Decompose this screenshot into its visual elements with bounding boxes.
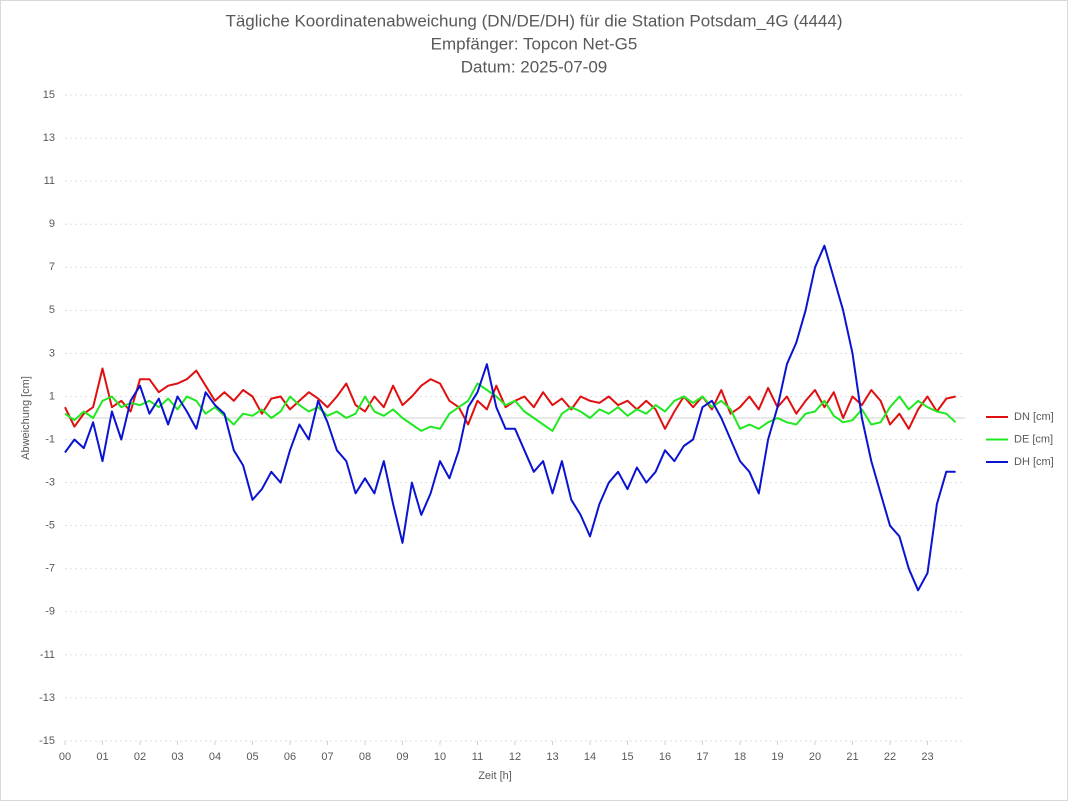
data-line [64, 382, 957, 432]
y-tick-label: 3 [49, 347, 55, 359]
x-tick-label: 15 [621, 751, 633, 763]
legend-label: DE [cm] [1014, 433, 1053, 445]
y-tick-label: 1 [49, 390, 55, 402]
y-tick-label: -9 [45, 606, 55, 618]
x-tick-label: 06 [284, 751, 296, 763]
x-tick-label: 10 [434, 751, 446, 763]
x-tick-label: 05 [246, 751, 258, 763]
x-tick-label: 13 [546, 751, 558, 763]
x-tick-label: 17 [696, 751, 708, 763]
y-tick-label: 15 [43, 89, 55, 101]
x-tick-label: 20 [809, 751, 821, 763]
x-tick-label: 16 [659, 751, 671, 763]
y-tick-label: 9 [49, 218, 55, 230]
x-tick-label: 14 [584, 751, 596, 763]
x-tick-label: 18 [734, 751, 746, 763]
y-axis-label: Abweichung [cm] [20, 376, 32, 460]
x-tick-label: 03 [171, 751, 183, 763]
y-tick-label: -3 [45, 477, 55, 489]
y-tick-label: 7 [49, 261, 55, 273]
x-tick-label: 19 [771, 751, 783, 763]
chart-subtitle: Datum: 2025-07-09 [461, 57, 607, 76]
chart-subtitle: Empfänger: Topcon Net-G5 [431, 34, 638, 53]
x-tick-label: 09 [396, 751, 408, 763]
data-line [64, 244, 956, 592]
x-tick-label: 08 [359, 751, 371, 763]
x-tick-label: 07 [321, 751, 333, 763]
chart-title: Tägliche Koordinatenabweichung (DN/DE/DH… [225, 11, 842, 30]
y-tick-label: -13 [39, 692, 55, 704]
y-tick-label: -11 [40, 649, 55, 661]
x-tick-label: 11 [472, 751, 483, 763]
y-tick-label: 13 [43, 132, 55, 144]
x-axis-label: Zeit [h] [478, 770, 512, 782]
y-tick-label: -5 [45, 520, 55, 532]
x-tick-label: 23 [921, 751, 933, 763]
x-tick-label: 12 [509, 751, 521, 763]
y-tick-label: -7 [45, 563, 55, 575]
x-tick-label: 22 [884, 751, 896, 763]
y-tick-label: -15 [39, 735, 55, 747]
y-tick-label: 11 [44, 175, 55, 187]
y-tick-label: 5 [49, 304, 55, 316]
x-tick-label: 00 [59, 751, 71, 763]
x-tick-label: 01 [96, 751, 108, 763]
x-tick-label: 04 [209, 751, 221, 763]
legend-label: DH [cm] [1014, 456, 1054, 468]
legend-label: DN [cm] [1014, 411, 1054, 423]
y-tick-label: -1 [45, 433, 55, 445]
x-tick-label: 21 [846, 751, 858, 763]
x-tick-label: 02 [134, 751, 146, 763]
